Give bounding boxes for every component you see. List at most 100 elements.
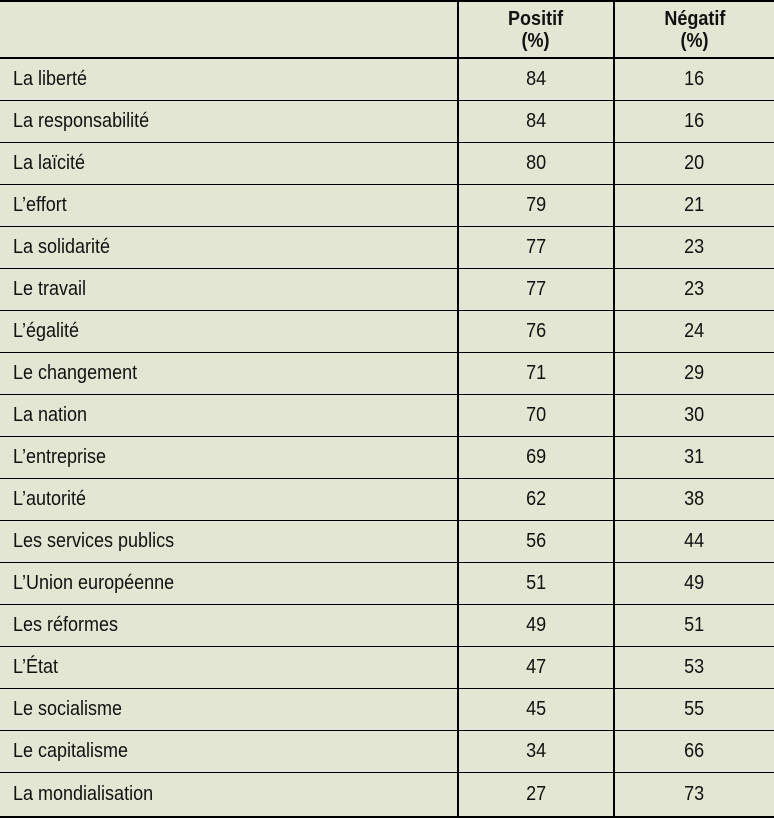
row-positif-value: 77	[525, 278, 547, 300]
row-positif-cell: 77	[457, 227, 613, 268]
row-negatif-value: 16	[684, 68, 705, 90]
table-body: La liberté 84 16 La responsabilité 84 16…	[0, 59, 774, 816]
row-positif-cell: 79	[457, 185, 613, 226]
row-label: L’effort	[13, 194, 67, 216]
row-negatif-value: 73	[684, 783, 705, 805]
row-negatif-cell: 51	[613, 605, 774, 646]
row-negatif-cell: 20	[613, 143, 774, 184]
row-label-cell: Les réformes	[0, 605, 457, 646]
row-label-cell: La mondialisation	[0, 773, 457, 816]
row-label: Les services publics	[13, 530, 175, 552]
row-negatif-value: 23	[684, 278, 705, 300]
row-negatif-cell: 16	[613, 59, 774, 100]
row-negatif-cell: 53	[613, 647, 774, 688]
row-negatif-value: 53	[684, 656, 705, 678]
header-positif-label: Positif	[508, 7, 564, 30]
row-label-cell: Les services publics	[0, 521, 457, 562]
table-row: La responsabilité 84 16	[0, 101, 774, 143]
row-positif-value: 27	[525, 783, 547, 805]
table-row: La solidarité 77 23	[0, 227, 774, 269]
row-label-cell: L’autorité	[0, 479, 457, 520]
row-label: Le changement	[13, 362, 138, 384]
row-negatif-value: 24	[684, 320, 705, 342]
row-positif-cell: 49	[457, 605, 613, 646]
row-label: La nation	[13, 404, 88, 426]
row-negatif-cell: 38	[613, 479, 774, 520]
row-positif-cell: 77	[457, 269, 613, 310]
row-label-cell: L’Union européenne	[0, 563, 457, 604]
row-negatif-value: 49	[684, 572, 705, 594]
row-negatif-cell: 23	[613, 227, 774, 268]
row-positif-value: 80	[525, 152, 547, 174]
row-label-cell: La nation	[0, 395, 457, 436]
row-negatif-cell: 16	[613, 101, 774, 142]
row-positif-cell: 76	[457, 311, 613, 352]
table-row: L’État 47 53	[0, 647, 774, 689]
row-label-cell: La solidarité	[0, 227, 457, 268]
row-label: La mondialisation	[13, 783, 154, 805]
row-negatif-cell: 21	[613, 185, 774, 226]
row-positif-cell: 34	[457, 731, 613, 772]
row-label: La responsabilité	[13, 110, 150, 132]
row-negatif-value: 66	[684, 740, 705, 762]
table-row: La mondialisation 27 73	[0, 773, 774, 816]
row-label: La laïcité	[13, 152, 86, 174]
row-negatif-value: 44	[684, 530, 705, 552]
row-negatif-cell: 49	[613, 563, 774, 604]
row-label: L’entreprise	[13, 446, 107, 468]
table-row: Le capitalisme 34 66	[0, 731, 774, 773]
table-row: L’effort 79 21	[0, 185, 774, 227]
row-positif-cell: 70	[457, 395, 613, 436]
row-positif-value: 70	[525, 404, 547, 426]
row-positif-cell: 62	[457, 479, 613, 520]
row-negatif-cell: 29	[613, 353, 774, 394]
row-positif-cell: 80	[457, 143, 613, 184]
row-negatif-value: 21	[684, 194, 705, 216]
row-positif-cell: 84	[457, 101, 613, 142]
row-positif-value: 84	[525, 110, 547, 132]
row-positif-cell: 27	[457, 773, 613, 816]
row-label-cell: L’effort	[0, 185, 457, 226]
row-label-cell: L’égalité	[0, 311, 457, 352]
table-row: Le socialisme 45 55	[0, 689, 774, 731]
row-positif-cell: 45	[457, 689, 613, 730]
row-negatif-value: 38	[684, 488, 705, 510]
row-label: Le travail	[13, 278, 87, 300]
row-label: Le socialisme	[13, 698, 123, 720]
row-positif-cell: 56	[457, 521, 613, 562]
row-negatif-value: 31	[684, 446, 705, 468]
row-negatif-cell: 66	[613, 731, 774, 772]
row-label-cell: Le socialisme	[0, 689, 457, 730]
row-positif-value: 47	[525, 656, 547, 678]
row-positif-cell: 84	[457, 59, 613, 100]
row-positif-value: 51	[525, 572, 547, 594]
row-label: L’égalité	[13, 320, 80, 342]
header-cell-empty	[0, 2, 457, 57]
row-label-cell: Le changement	[0, 353, 457, 394]
row-negatif-cell: 31	[613, 437, 774, 478]
row-positif-value: 84	[525, 68, 547, 90]
row-label-cell: L’État	[0, 647, 457, 688]
header-cell-negatif: Négatif (%)	[613, 2, 774, 57]
row-negatif-value: 55	[684, 698, 705, 720]
table-row: L’égalité 76 24	[0, 311, 774, 353]
table-header-row: Positif (%) Négatif (%)	[0, 2, 774, 59]
table-row: La laïcité 80 20	[0, 143, 774, 185]
row-negatif-value: 23	[684, 236, 705, 258]
table-row: La nation 70 30	[0, 395, 774, 437]
table-row: L’autorité 62 38	[0, 479, 774, 521]
row-label: La liberté	[13, 68, 88, 90]
table-row: Les réformes 49 51	[0, 605, 774, 647]
row-negatif-cell: 30	[613, 395, 774, 436]
row-positif-value: 76	[525, 320, 547, 342]
row-positif-value: 71	[525, 362, 547, 384]
row-positif-value: 62	[525, 488, 547, 510]
row-negatif-value: 16	[684, 110, 705, 132]
row-positif-cell: 69	[457, 437, 613, 478]
row-negatif-cell: 23	[613, 269, 774, 310]
row-label: La solidarité	[13, 236, 111, 258]
row-label: L’Union européenne	[13, 572, 175, 594]
row-negatif-cell: 24	[613, 311, 774, 352]
table-row: Les services publics 56 44	[0, 521, 774, 563]
row-positif-value: 69	[525, 446, 547, 468]
